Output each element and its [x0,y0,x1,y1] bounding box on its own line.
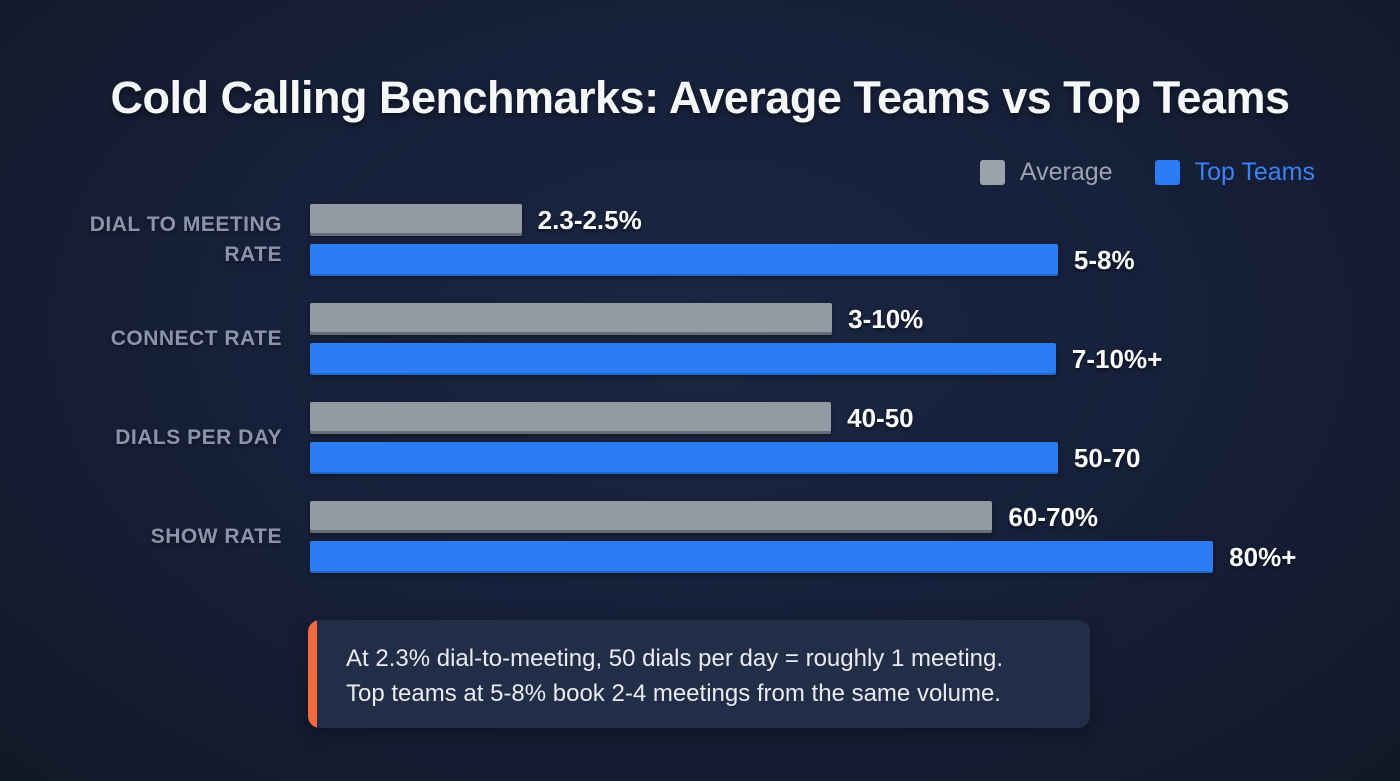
note-line-2: Top teams at 5-8% book 2-4 meetings from… [346,680,1001,707]
page-title: Cold Calling Benchmarks: Average Teams v… [110,72,1290,123]
category-label: DIAL TO MEETING RATE [89,213,282,266]
category-label: CONNECT RATE [110,327,282,350]
average-bar [310,402,832,434]
top-teams-bar-row: 80%+ [310,541,1318,573]
average-bar [310,303,833,335]
bar-group: 3-10% 7-10%+ [310,303,1318,375]
top-teams-bar-row: 5-8% [310,244,1318,276]
top-teams-bar-value: 50-70 [1073,442,1141,473]
bar-group: 2.3-2.5% 5-8% [310,204,1318,276]
legend: Average Top Teams [979,158,1315,187]
top-teams-bar-row: 7-10%+ [310,343,1318,375]
average-bar-value: 60-70% [1008,501,1099,532]
category-label: DIALS PER DAY [115,426,282,449]
average-bar-row: 40-50 [310,402,1318,434]
average-bar-value: 3-10% [848,303,924,334]
top-teams-bar [310,541,1214,573]
bar-group: 40-50 50-70 [310,402,1318,474]
top-teams-bar-value: 7-10%+ [1071,343,1163,374]
bar-group: 60-70% 80%+ [310,501,1318,573]
legend-item-average: Average [979,158,1113,187]
average-bar-row: 2.3-2.5% [310,204,1318,236]
average-swatch-icon [979,160,1005,185]
top-teams-bar [310,343,1056,375]
top-teams-bar [310,244,1058,276]
top-teams-bar-value: 80%+ [1229,541,1297,572]
category-label: SHOW RATE [150,525,282,548]
note-line-1: At 2.3% dial-to-meeting, 50 dials per da… [346,645,1004,672]
chart-row-show-rate: SHOW RATE 60-70% 80%+ [0,501,1400,573]
note-accent-bar [308,620,317,728]
top-teams-bar-value: 5-8% [1073,244,1135,275]
average-bar-value: 2.3-2.5% [537,204,642,235]
chart-row-dials-per-day: DIALS PER DAY 40-50 50-70 [0,402,1400,474]
chart-row-connect-rate: CONNECT RATE 3-10% 7-10%+ [0,303,1400,375]
legend-label-average: Average [1019,158,1113,186]
average-bar-row: 60-70% [310,501,1318,533]
callout-note: At 2.3% dial-to-meeting, 50 dials per da… [308,620,1090,728]
bar-chart: DIAL TO MEETING RATE 2.3-2.5% 5-8% CONNE… [0,204,1400,600]
legend-label-top-teams: Top Teams [1194,158,1315,186]
top-teams-swatch-icon [1154,160,1180,185]
chart-row-dial-to-meeting-rate: DIAL TO MEETING RATE 2.3-2.5% 5-8% [0,204,1400,276]
average-bar-row: 3-10% [310,303,1318,335]
average-bar [310,501,993,533]
top-teams-bar-row: 50-70 [310,442,1318,474]
top-teams-bar [310,442,1058,474]
average-bar [310,204,522,236]
note-text: At 2.3% dial-to-meeting, 50 dials per da… [308,620,1090,711]
average-bar-value: 40-50 [847,402,914,433]
legend-item-top-teams: Top Teams [1154,158,1315,187]
